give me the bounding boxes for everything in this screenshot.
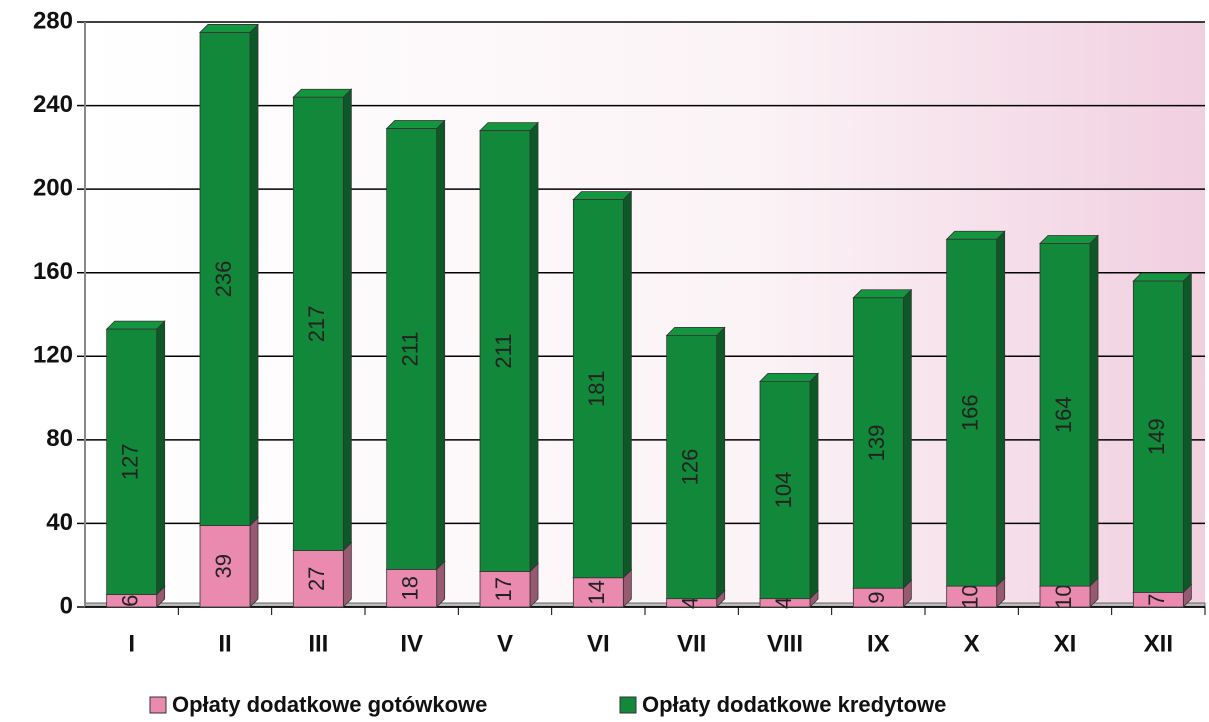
bar-side [249,23,259,527]
x-tick-label: III [308,630,328,657]
bar [199,525,251,608]
value-label: 6 [117,595,142,607]
bar-side [902,288,912,590]
value-label: 126 [677,449,702,486]
y-tick-label: 120 [33,342,73,369]
y-tick-label: 80 [46,425,73,452]
value-label: 217 [304,306,329,343]
bar-top [385,120,446,129]
bar-top [572,191,633,200]
bar-top [665,326,726,336]
value-label: 10 [957,584,982,608]
value-label: 39 [211,554,236,578]
bar-top [1039,235,1099,244]
legend: Opłaty dodatkowe gotówkowe Opłaty dodatko… [149,692,946,717]
x-tick-label: XI [1054,630,1077,657]
bar [199,32,251,526]
bar-side [716,326,726,600]
bar-side [996,230,1006,588]
bar-side [809,372,819,600]
bar-side [342,88,352,552]
bar-top [1132,272,1193,282]
x-tick-label: VI [587,630,610,657]
bar [386,568,438,608]
bar-top [292,88,353,98]
bar [852,297,904,589]
bar-side [529,121,539,573]
bar-top [759,372,819,382]
x-tick-label: VIII [767,630,803,657]
value-label: 9 [864,591,889,603]
bar-side [1182,272,1192,594]
bar [479,571,531,608]
value-label: 181 [584,370,609,407]
bar-top [105,320,166,330]
value-label: 14 [584,580,609,604]
value-label: 4 [771,597,796,609]
x-tick-label: VII [677,630,706,657]
legend-swatch [149,696,167,714]
y-tick-label: 200 [33,174,73,201]
value-label: 7 [1144,594,1169,606]
legend-swatch [619,696,637,714]
x-tick-label: I [128,630,135,657]
y-tick-label: 0 [60,592,73,619]
bar [1132,280,1184,593]
value-label: 139 [864,425,889,462]
bar-top [945,230,1006,240]
y-tick-label: 280 [33,7,73,34]
bar-side [1089,234,1099,588]
y-tick-label: 160 [33,258,73,285]
bar [666,334,718,600]
value-label: 104 [771,472,796,509]
legend-label: Opłaty dodatkowe kredytowe [642,692,946,717]
value-label: 17 [491,577,516,601]
value-label: 236 [211,261,236,298]
plot-background [85,22,1205,607]
bar [572,199,624,579]
bar [759,380,811,600]
bar-side [622,190,632,579]
bar [479,130,531,572]
x-tick-label: IV [400,630,423,657]
x-tick-label: XII [1144,630,1173,657]
value-label: 127 [117,443,142,480]
value-label: 149 [1144,418,1169,455]
bar-side [249,516,259,608]
bar [946,238,998,587]
bar [292,550,344,608]
value-label: 27 [304,567,329,591]
x-tick-label: X [964,630,980,657]
y-tick-label: 240 [33,91,73,118]
value-label: 10 [1051,584,1076,608]
bar-side [436,119,446,571]
value-label: 4 [677,597,702,609]
value-label: 211 [491,334,516,369]
bar-top [199,24,259,33]
bar-side [342,541,352,608]
bar-top [852,289,913,299]
legend-label: Opłaty dodatkowe gotówkowe [172,692,487,717]
bar [292,96,344,551]
bar-side [156,320,166,596]
bar-top [479,122,539,132]
x-tick-label: V [497,630,513,657]
y-tick-label: 40 [46,509,73,536]
bar [386,128,438,570]
value-label: 211 [397,331,422,366]
value-label: 164 [1051,396,1076,433]
value-label: 18 [397,576,422,600]
bar [106,328,158,595]
x-tick-label: IX [867,630,890,657]
bar [1039,243,1091,587]
x-tick-label: II [218,630,231,657]
value-label: 166 [957,394,982,431]
